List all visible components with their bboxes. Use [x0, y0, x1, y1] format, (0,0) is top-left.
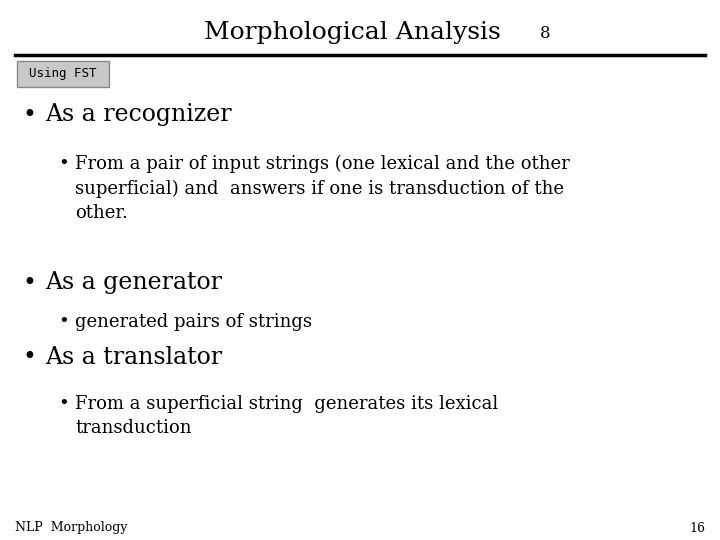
Text: From a pair of input strings (one lexical and the other
superficial) and  answer: From a pair of input strings (one lexica… [75, 155, 570, 222]
Text: As a translator: As a translator [45, 347, 222, 369]
Text: •: • [22, 347, 36, 369]
Text: Using FST: Using FST [30, 68, 96, 80]
FancyBboxPatch shape [17, 61, 109, 87]
Text: •: • [22, 104, 36, 126]
Text: 16: 16 [689, 522, 705, 535]
Text: generated pairs of strings: generated pairs of strings [75, 313, 312, 331]
Text: NLP  Morphology: NLP Morphology [15, 522, 127, 535]
Text: •: • [58, 313, 68, 331]
Text: Morphological Analysis: Morphological Analysis [204, 21, 516, 44]
Text: •: • [58, 395, 68, 413]
Text: 8: 8 [540, 25, 550, 43]
Text: •: • [22, 272, 36, 294]
Text: •: • [58, 155, 68, 173]
Text: From a superficial string  generates its lexical
transduction: From a superficial string generates its … [75, 395, 498, 437]
Text: As a generator: As a generator [45, 272, 222, 294]
Text: As a recognizer: As a recognizer [45, 104, 232, 126]
